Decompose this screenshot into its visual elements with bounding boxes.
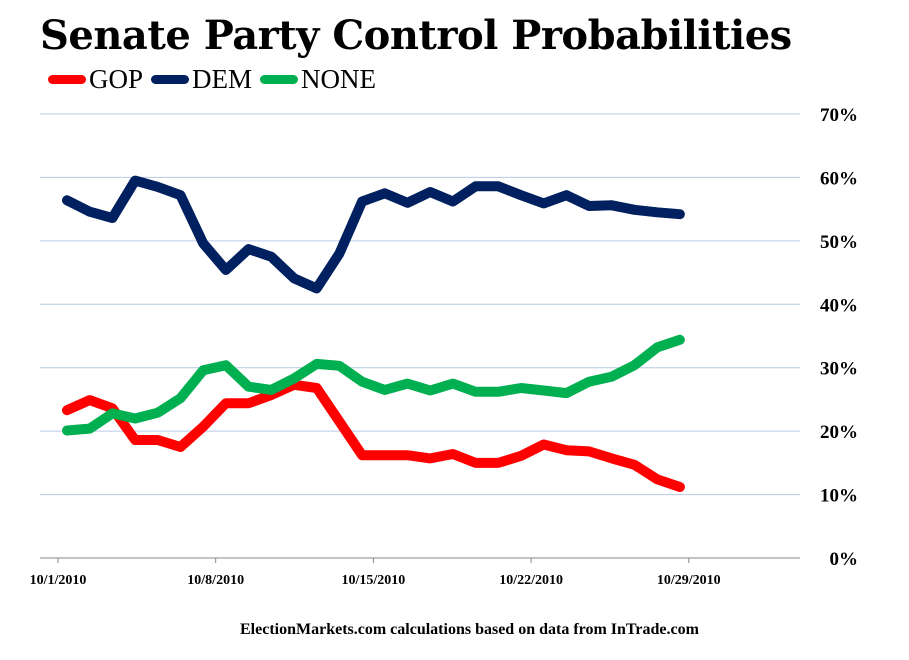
legend-item-none: NONE (260, 64, 376, 95)
source-note: ElectionMarkets.com calculations based o… (240, 621, 699, 638)
legend-item-dem: DEM (151, 64, 252, 95)
legend-swatch (48, 75, 86, 84)
y-tick-label: 30% (820, 359, 858, 380)
legend-swatch (260, 75, 299, 84)
x-tick-label: 10/8/2010 (187, 573, 244, 588)
y-tick-label: 40% (820, 295, 858, 316)
series-line-none (62, 334, 685, 436)
y-tick-label: 20% (820, 422, 858, 443)
y-tick-label: 10% (820, 486, 858, 507)
y-tick-label: 0% (830, 549, 859, 570)
x-tick-label: 10/15/2010 (342, 573, 406, 588)
chart-title: Senate Party Control Probabilities (40, 12, 792, 59)
legend-label: NONE (301, 64, 377, 94)
x-tick-label: 10/22/2010 (499, 573, 563, 588)
series-line-dem (62, 175, 685, 294)
y-tick-label: 70% (820, 105, 858, 126)
x-tick-label: 10/29/2010 (657, 573, 721, 588)
legend: GOP DEM NONE (48, 64, 384, 95)
legend-label: GOP (89, 64, 144, 94)
x-tick-label: 10/1/2010 (30, 573, 87, 588)
legend-item-gop: GOP (48, 64, 143, 95)
y-tick-label: 60% (820, 168, 858, 189)
legend-swatch (151, 75, 190, 84)
y-tick-label: 50% (820, 232, 858, 253)
series-line-gop (62, 379, 685, 492)
legend-label: DEM (192, 64, 253, 94)
